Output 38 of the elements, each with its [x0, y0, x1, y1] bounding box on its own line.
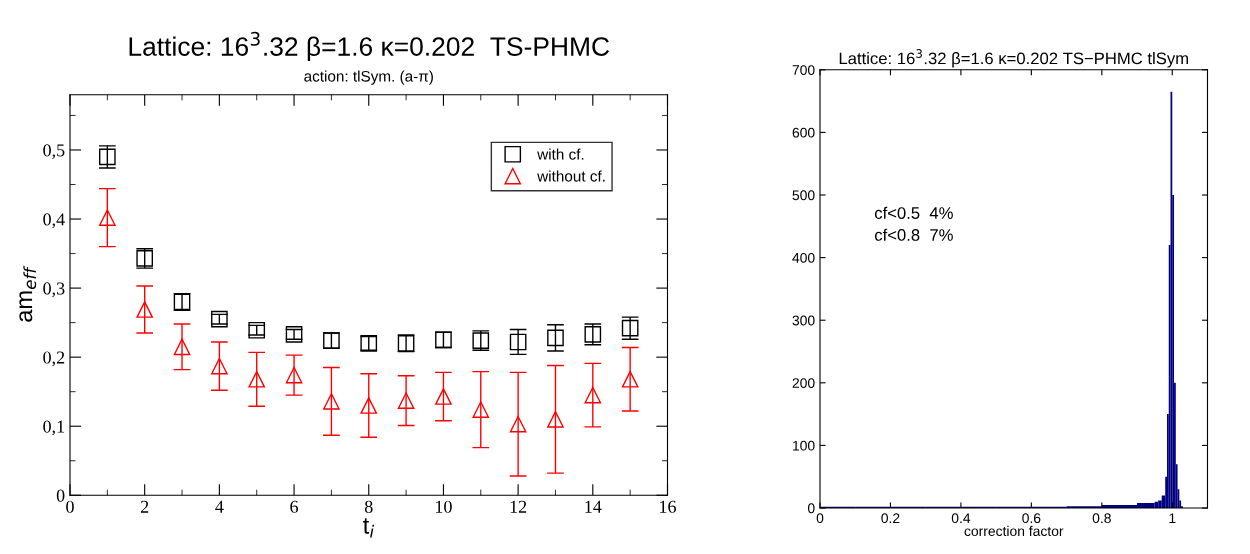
y-tick-label: 300 — [792, 315, 815, 326]
y-tick-label: 0,2 — [43, 351, 65, 367]
x-tick-label: 10 — [436, 500, 452, 513]
y-tick-label: 200 — [792, 378, 815, 388]
x-tick-label: 1 — [1169, 513, 1176, 523]
x-tick-label: 8 — [364, 500, 373, 513]
y-tick-label: 0,1 — [43, 420, 65, 436]
x-tick-label: 6 — [290, 500, 299, 513]
x-tick-label: 0.4 — [951, 513, 971, 524]
legend-label: without cf. — [537, 170, 605, 182]
x-tick-label: 2 — [140, 500, 149, 513]
x-axis-title: t$_{i}$ — [363, 518, 375, 538]
chart-subtitle: action: tlSym. (a-π) — [304, 70, 433, 85]
y-tick-label: 600 — [792, 127, 815, 138]
y-tick-label: 100 — [793, 440, 815, 451]
x-tick-label: 16 — [660, 500, 676, 513]
annotation: cf<0.5 4% — [874, 206, 953, 219]
legend-label: with cf. — [537, 148, 584, 160]
y-tick-label: 0,4 — [43, 213, 65, 229]
x-tick-label: 0 — [816, 513, 824, 524]
y-tick-label: 700 — [792, 65, 815, 75]
x-tick-label: 0.6 — [1022, 513, 1041, 524]
x-tick-label: 0.8 — [1092, 513, 1111, 524]
y-tick-label: 0,5 — [43, 144, 65, 160]
y-tick-label: 500 — [792, 190, 815, 201]
annotation: cf<0.8 7% — [874, 228, 953, 241]
x-tick-label: 0.2 — [881, 513, 900, 524]
x-axis-title: correction factor — [964, 525, 1064, 537]
chart-title: Lattice: 16$^{3}$.32 β=1.6 κ=0.202 TS-PHMC — [129, 31, 610, 62]
x-tick-label: 0 — [66, 500, 74, 513]
chart-title: Lattice: 16$^{3}$.32 β=1.6 κ=0.202 TS−PHMC tlSym — [839, 49, 1188, 68]
y-tick-label: 0,3 — [43, 282, 65, 298]
y-tick-label: 400 — [792, 252, 815, 263]
x-tick-label: 4 — [215, 500, 224, 513]
x-tick-label: 14 — [585, 500, 602, 513]
x-tick-label: 12 — [510, 500, 527, 513]
y-axis-title: am$_{eff}$ — [19, 265, 37, 322]
y-tick-label: 0 — [56, 489, 65, 502]
